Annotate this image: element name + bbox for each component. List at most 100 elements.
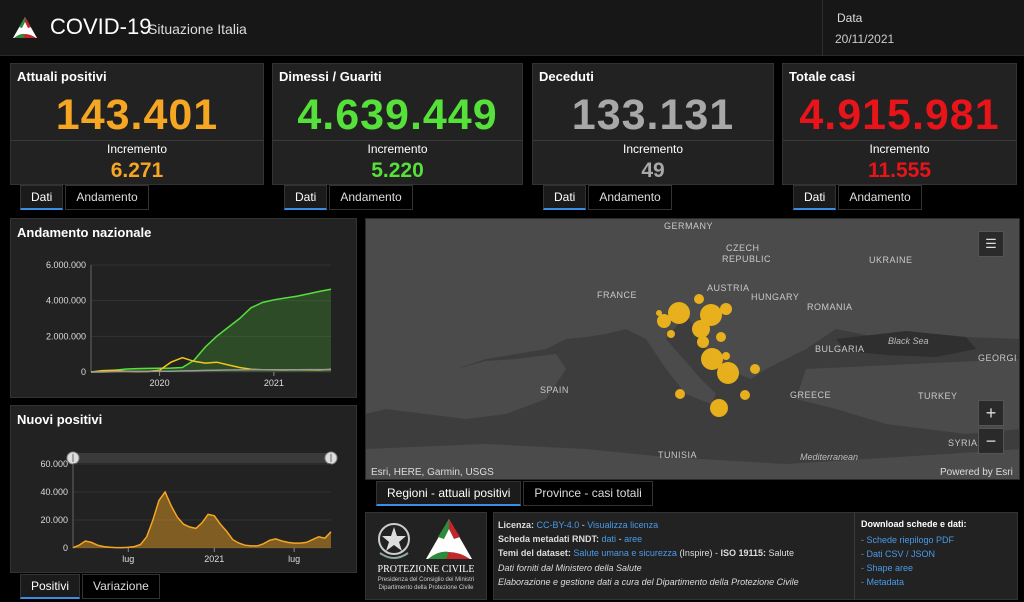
map-label-spain: SPAIN (540, 385, 569, 395)
scheda-link-dati[interactable]: dati (601, 534, 617, 544)
card-increment-label: Incremento (367, 142, 428, 156)
tab-dati[interactable]: Dati (284, 185, 328, 210)
map-label-hungary: HUNGARY (751, 292, 800, 302)
map-tabs: Regioni - attuali positivi Province - ca… (376, 481, 655, 506)
scheda-link-aree[interactable]: aree (624, 534, 643, 544)
series-line (91, 368, 331, 373)
zoom-in-button[interactable]: + (978, 400, 1004, 426)
licenza-label: Licenza: (498, 520, 535, 530)
x-tick-label: lug (122, 554, 134, 564)
protezione-civile-logo-icon (13, 17, 37, 38)
chart-nuovi-positivi: 0 20.000 40.000 60.000 lug 2021 lug (40, 451, 338, 564)
y-tick-label: 60.000 (40, 459, 68, 469)
bubble-toscana (697, 336, 709, 348)
zoom-out-button[interactable]: − (978, 428, 1004, 454)
licenza-link-view[interactable]: Visualizza licenza (587, 520, 659, 530)
list-icon[interactable]: ☰ (978, 231, 1004, 257)
tab-andamento[interactable]: Andamento (838, 185, 922, 210)
tab-variazione[interactable]: Variazione (82, 574, 160, 599)
bubble-piemonte (657, 314, 671, 328)
download-link-csv[interactable]: - Dati CSV / JSON (861, 549, 936, 559)
card-divider (273, 140, 522, 141)
map-label-ukraine: UKRAINE (869, 255, 913, 265)
tab-andamento[interactable]: Andamento (65, 185, 149, 210)
card-attuali-positivi: Attuali positivi 143.401 Incremento 6.27… (10, 63, 264, 185)
bubble-lazio (701, 348, 723, 370)
series-line (72, 490, 332, 549)
bubble-sardegna (675, 389, 685, 399)
series-area (91, 289, 331, 372)
bubble-campania (717, 362, 739, 384)
download-link-metadata[interactable]: - Metadata (861, 577, 905, 587)
map-label-bulgaria: BULGARIA (815, 344, 865, 354)
y-tick-label: 2.000.000 (46, 331, 86, 341)
temi-link[interactable]: Salute umana e sicurezza (573, 548, 677, 558)
map-basemap (366, 219, 1019, 479)
card-tabs-attuali: Dati Andamento (20, 185, 151, 210)
y-tick-label: 4.000.000 (46, 296, 86, 306)
footer-logo-panel: PROTEZIONE CIVILE Presidenza del Consigl… (365, 512, 487, 600)
y-tick-label: 0 (81, 367, 86, 377)
series-line (90, 288, 332, 373)
series-area (73, 492, 331, 548)
panel-nuovi-positivi: Nuovi positivi 0 20.000 40.000 60.000 lug 202… (10, 405, 357, 573)
map-powered-by[interactable]: Powered by Esri (940, 467, 1013, 478)
date-value: 20/11/2021 (835, 32, 895, 46)
map-label-republic: REPUBLIC (722, 254, 772, 264)
y-tick-label: 6.000.000 (46, 260, 86, 270)
bubble-trentino (694, 294, 704, 304)
map-label-czech: CZECH (726, 243, 760, 253)
card-increment-label: Incremento (869, 142, 930, 156)
temi-rest: (Inspire) - (676, 548, 721, 558)
card-increment-label: Incremento (106, 142, 168, 156)
temi-label: Temi del dataset: (498, 548, 571, 558)
panel-title: Andamento nazionale (17, 225, 152, 240)
iso-value: Salute (766, 548, 795, 558)
map-view[interactable]: GERMANY CZECH REPUBLIC UKRAINE FRANCE AU… (365, 218, 1020, 480)
tab-dati[interactable]: Dati (20, 185, 64, 210)
bubble-veneto (700, 304, 722, 326)
scheda-sep: - (616, 534, 625, 544)
licenza-link-cc[interactable]: CC-BY-4.0 (536, 520, 580, 530)
app-title: COVID-19 (50, 14, 152, 39)
tab-andamento[interactable]: Andamento (329, 185, 413, 210)
map-label-germany: GERMANY (664, 221, 714, 231)
card-deceduti: Deceduti 133.131 Incremento 49 (532, 63, 774, 185)
panel-andamento-nazionale: Andamento nazionale 0 2.000.000 4.000.000 6… (10, 218, 357, 398)
x-tick-label: lug (288, 554, 300, 564)
tab-dati[interactable]: Dati (793, 185, 837, 210)
download-link-pdf[interactable]: - Schede riepilogo PDF (861, 535, 955, 545)
tab-province[interactable]: Province - casi totali (523, 481, 653, 506)
bubble-marche (716, 332, 726, 342)
tab-positivi[interactable]: Positivi (20, 574, 81, 599)
bubble-sicilia (710, 399, 728, 417)
download-link-shape[interactable]: - Shape aree (861, 563, 914, 573)
elaborazione-note: Elaborazione e gestione dati a cura del … (498, 577, 799, 587)
protezione-civile-emblem-icon (426, 519, 472, 559)
range-slider-track (73, 453, 331, 463)
footer-info-panel: Licenza: CC-BY-4.0 - Visualizza licenza … (493, 512, 1018, 600)
y-tick-label: 0 (63, 543, 68, 553)
map-label-tunisia: TUNISIA (658, 450, 698, 460)
date-label: Data (837, 11, 863, 25)
app-header: COVID-19 Situazione Italia Data 20/11/20… (0, 0, 1024, 56)
map-label-mediterranean: Mediterranean (800, 452, 859, 462)
x-tick-label: 2020 (150, 378, 170, 388)
card-title: Dimessi / Guariti (279, 69, 382, 84)
card-increment-value: 49 (641, 159, 665, 182)
card-increment-label: Incremento (622, 142, 684, 156)
card-value: 143.401 (55, 91, 219, 139)
dati-forniti: Dati forniti dal Ministero della Salute (498, 563, 642, 573)
bubble-puglia (750, 364, 760, 374)
scheda-line: Scheda metadati RNDT: dati - aree (498, 534, 642, 544)
tab-andamento[interactable]: Andamento (588, 185, 672, 210)
tab-regioni[interactable]: Regioni - attuali positivi (376, 481, 522, 506)
x-tick-label: 2021 (204, 554, 224, 564)
map-label-romania: ROMANIA (807, 302, 853, 312)
bubble-liguria (667, 330, 675, 338)
card-tabs-deceduti: Dati Andamento (543, 185, 674, 210)
y-tick-label: 40.000 (40, 487, 68, 497)
card-tabs-dimessi: Dati Andamento (284, 185, 415, 210)
tab-dati[interactable]: Dati (543, 185, 587, 210)
bubble-lombardia (668, 302, 690, 324)
